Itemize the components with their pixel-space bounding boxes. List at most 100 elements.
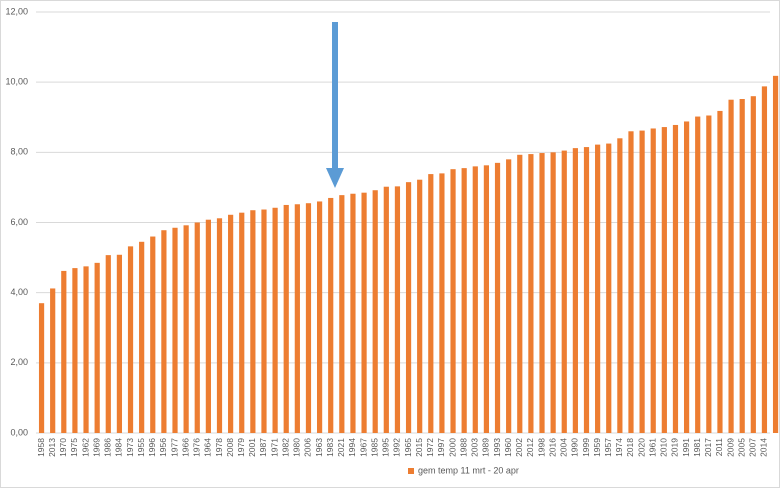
bar bbox=[761, 86, 768, 434]
bar bbox=[350, 193, 356, 433]
bar bbox=[294, 204, 300, 433]
y-tick-label: 0,00 bbox=[10, 427, 28, 437]
legend: gem temp 11 mrt - 20 apr bbox=[408, 465, 519, 475]
bar bbox=[94, 262, 100, 433]
x-tick-label: 1999 bbox=[581, 438, 591, 457]
x-tick-label: 1962 bbox=[80, 438, 90, 457]
bar bbox=[72, 268, 78, 433]
x-tick-label: 2001 bbox=[247, 438, 257, 457]
bar bbox=[517, 154, 523, 433]
x-tick-label: 2014 bbox=[759, 438, 769, 457]
bar bbox=[105, 255, 111, 433]
bar bbox=[394, 186, 401, 433]
bar bbox=[728, 99, 734, 433]
x-tick-label: 1972 bbox=[425, 438, 435, 457]
bar bbox=[239, 212, 245, 433]
bar bbox=[572, 148, 578, 433]
x-tick-label: 1976 bbox=[192, 438, 202, 457]
bar bbox=[450, 169, 456, 433]
bar bbox=[139, 241, 145, 433]
bar bbox=[316, 201, 323, 433]
x-tick-label: 1994 bbox=[347, 438, 357, 457]
x-tick-label: 1978 bbox=[214, 438, 224, 457]
x-tick-label: 1967 bbox=[358, 438, 368, 457]
y-tick-label: 10,00 bbox=[5, 77, 28, 87]
bar bbox=[528, 154, 534, 433]
bar bbox=[228, 214, 234, 433]
x-tick-label: 1964 bbox=[203, 438, 213, 457]
bar bbox=[772, 75, 779, 433]
bar bbox=[494, 162, 501, 433]
x-tick-label: 2004 bbox=[559, 438, 569, 457]
x-tick-label: 2009 bbox=[725, 438, 735, 457]
bar bbox=[639, 130, 645, 433]
bar bbox=[61, 270, 67, 433]
x-tick-label: 1963 bbox=[314, 438, 324, 457]
x-tick-label: 2010 bbox=[659, 438, 669, 457]
x-tick-label: 1993 bbox=[492, 438, 502, 457]
x-tick-label: 2013 bbox=[47, 438, 57, 457]
bar bbox=[606, 143, 612, 433]
x-tick-label: 1955 bbox=[136, 438, 146, 457]
x-tick-label: 1998 bbox=[536, 438, 546, 457]
x-tick-label: 1979 bbox=[236, 438, 246, 457]
y-tick-label: 12,00 bbox=[5, 6, 28, 16]
legend-swatch bbox=[408, 468, 414, 474]
bar bbox=[717, 110, 723, 433]
y-tick-label: 2,00 bbox=[10, 357, 28, 367]
bar bbox=[550, 152, 556, 434]
bar bbox=[328, 197, 334, 433]
bar bbox=[172, 227, 178, 433]
bar bbox=[183, 225, 189, 433]
x-tick-label: 2005 bbox=[736, 438, 746, 457]
x-tick-label: 1956 bbox=[158, 438, 168, 457]
bar bbox=[739, 99, 745, 434]
bar bbox=[161, 230, 167, 433]
bar bbox=[539, 153, 545, 433]
bar bbox=[50, 288, 56, 433]
x-tick-label: 2021 bbox=[336, 438, 346, 457]
x-tick-label: 1973 bbox=[125, 438, 135, 457]
x-tick-label: 2016 bbox=[547, 438, 557, 457]
bar bbox=[194, 222, 200, 433]
x-tick-label: 1987 bbox=[258, 438, 268, 457]
bar bbox=[283, 204, 289, 433]
bar bbox=[405, 182, 412, 433]
x-tick-label: 1982 bbox=[280, 438, 290, 457]
x-tick-label: 2011 bbox=[714, 438, 724, 457]
bar bbox=[150, 236, 156, 433]
y-tick-label: 6,00 bbox=[10, 217, 28, 227]
bar bbox=[628, 131, 634, 434]
bar bbox=[617, 138, 623, 434]
bar bbox=[483, 165, 490, 434]
x-tick-label: 1969 bbox=[91, 438, 101, 457]
x-tick-label: 1995 bbox=[381, 438, 391, 457]
bar bbox=[461, 168, 467, 433]
bar bbox=[472, 166, 478, 433]
x-tick-label: 1996 bbox=[147, 438, 157, 457]
bar bbox=[272, 207, 278, 433]
x-tick-label: 1981 bbox=[692, 438, 702, 457]
x-tick-label: 2000 bbox=[447, 438, 457, 457]
bar bbox=[361, 192, 367, 433]
bar bbox=[439, 173, 445, 433]
bar bbox=[650, 128, 656, 433]
bar bbox=[706, 115, 712, 433]
bar bbox=[595, 144, 601, 434]
x-tick-label: 1997 bbox=[436, 438, 446, 457]
x-tick-label: 1965 bbox=[403, 438, 413, 457]
x-tick-label: 1992 bbox=[392, 438, 402, 457]
x-tick-label: 1988 bbox=[458, 438, 468, 457]
x-tick-label: 1983 bbox=[325, 438, 335, 457]
x-tick-label: 1989 bbox=[481, 438, 491, 457]
x-tick-label: 2020 bbox=[636, 438, 646, 457]
x-tick-label: 2006 bbox=[303, 438, 313, 457]
x-tick-label: 2007 bbox=[748, 438, 758, 457]
bar bbox=[661, 127, 667, 433]
bar bbox=[672, 124, 679, 434]
bar bbox=[261, 209, 267, 433]
x-tick-label: 1977 bbox=[169, 438, 179, 457]
bar bbox=[38, 303, 45, 433]
